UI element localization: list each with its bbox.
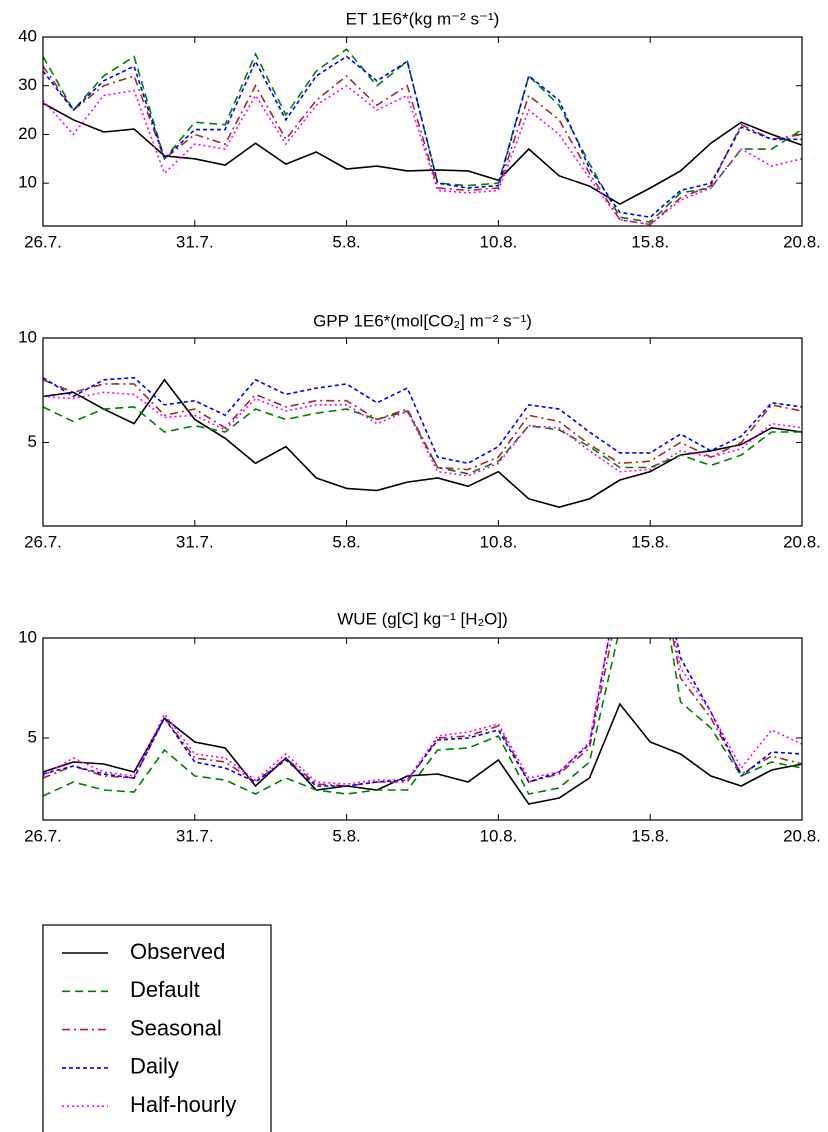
series-line xyxy=(43,48,802,223)
plot-frame xyxy=(42,36,803,227)
plot-lines xyxy=(43,376,802,509)
legend-label: Half-hourly xyxy=(130,1092,236,1117)
chart-title: WUE (g[C] kg⁻¹ [H₂O]) xyxy=(337,609,507,628)
x-tick-label: 15.8. xyxy=(631,532,669,551)
x-tick-label: 31.7. xyxy=(176,532,214,551)
x-tick-label: 26.7. xyxy=(24,232,62,251)
x-tick-label: 26.7. xyxy=(24,532,62,551)
series-line xyxy=(43,84,802,226)
y-tick-label: 5 xyxy=(28,432,37,451)
chart-title: ET 1E6*(kg m⁻² s⁻¹) xyxy=(346,9,500,28)
y-tick-label: 40 xyxy=(18,26,37,45)
x-tick-label: 31.7. xyxy=(176,232,214,251)
chart-title: GPP 1E6*(mol[CO₂] m⁻² s⁻¹) xyxy=(313,311,532,330)
x-tick-label: 15.8. xyxy=(631,232,669,251)
series-line xyxy=(43,406,802,475)
plot-lines xyxy=(43,48,802,226)
x-tick-label: 20.8. xyxy=(783,532,821,551)
y-tick-label: 10 xyxy=(18,173,37,192)
series-line xyxy=(43,638,802,797)
plot-frame xyxy=(42,337,803,527)
x-tick-label: 5.8. xyxy=(332,532,360,551)
legend-label: Default xyxy=(130,977,200,1002)
y-tick-label: 20 xyxy=(18,124,37,143)
x-tick-label: 5.8. xyxy=(332,232,360,251)
series-line xyxy=(43,638,802,785)
y-tick-label: 30 xyxy=(18,75,37,94)
plot-frame xyxy=(42,637,803,821)
x-tick-label: 10.8. xyxy=(479,826,517,845)
series-line xyxy=(43,376,802,465)
series-line xyxy=(43,65,802,226)
legend-box xyxy=(42,924,272,1132)
series-line xyxy=(43,702,802,805)
x-tick-label: 31.7. xyxy=(176,826,214,845)
series-line xyxy=(43,378,802,509)
x-tick-label: 26.7. xyxy=(24,826,62,845)
x-tick-label: 10.8. xyxy=(479,532,517,551)
legend-label: Seasonal xyxy=(130,1015,222,1040)
y-tick-label: 10 xyxy=(18,627,37,646)
y-tick-label: 10 xyxy=(18,327,37,346)
legend-label: Daily xyxy=(130,1054,179,1079)
x-tick-label: 15.8. xyxy=(631,826,669,845)
series-line xyxy=(43,379,802,471)
y-tick-label: 5 xyxy=(28,727,37,746)
plot-lines xyxy=(43,638,802,805)
series-line xyxy=(43,638,802,787)
x-tick-label: 20.8. xyxy=(783,232,821,251)
x-tick-label: 20.8. xyxy=(783,826,821,845)
x-tick-label: 5.8. xyxy=(332,826,360,845)
series-line xyxy=(43,391,802,477)
x-tick-label: 10.8. xyxy=(479,232,517,251)
series-line xyxy=(43,638,802,787)
series-line xyxy=(43,102,802,205)
legend-label: Observed xyxy=(130,939,225,964)
